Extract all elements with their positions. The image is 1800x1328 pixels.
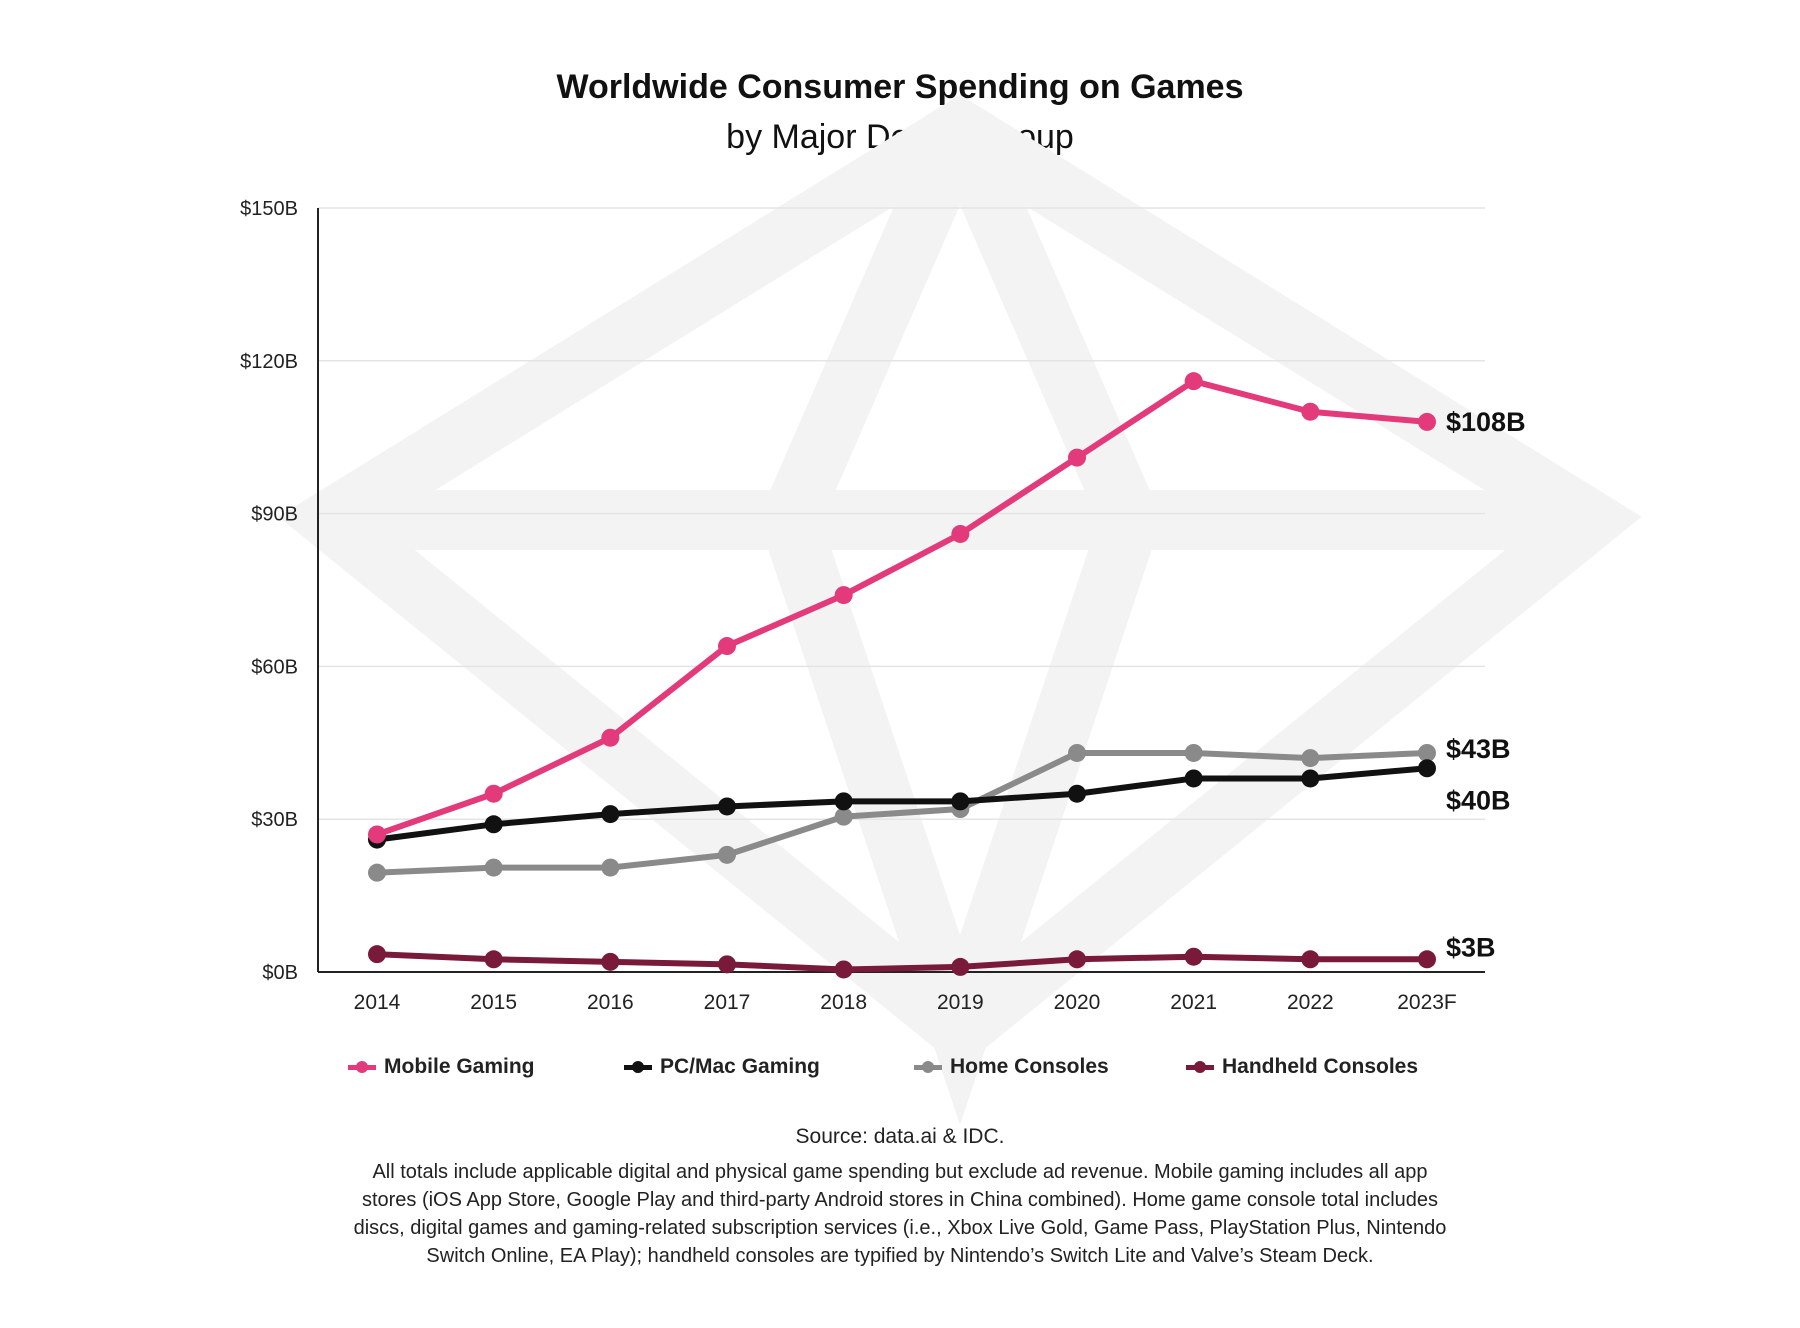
- data-point-mobile: [718, 637, 736, 656]
- y-tick-label: $0B: [262, 962, 298, 984]
- y-axis-ticks: $0B $30B $60B $90B $120B $150B: [240, 198, 298, 984]
- x-tick-label: 2018: [820, 991, 867, 1014]
- gridlines: [318, 207, 1485, 820]
- data-point-handheld: [484, 950, 503, 969]
- x-tick-label: 2022: [1287, 991, 1334, 1014]
- data-point-handheld: [601, 952, 620, 971]
- legend-item-home: Home Consoles: [914, 1055, 1109, 1079]
- data-point-home: [1418, 743, 1436, 762]
- x-tick-label: 2023F: [1397, 991, 1457, 1014]
- series-line-handheld: [374, 951, 1430, 973]
- legend-label: Home Consoles: [950, 1055, 1109, 1078]
- end-label-home: $43B: [1446, 734, 1511, 764]
- data-point-mobile: [1068, 448, 1086, 467]
- data-point-pc: [1068, 784, 1086, 803]
- legend-label: Handheld Consoles: [1222, 1055, 1419, 1078]
- data-point-mobile: [834, 586, 853, 605]
- data-point-handheld: [951, 957, 970, 976]
- data-point-pc: [718, 797, 736, 816]
- end-label-pc: $40B: [1446, 785, 1511, 815]
- data-point-pc: [951, 792, 970, 811]
- data-point-pc: [484, 815, 503, 834]
- data-point-handheld: [718, 955, 736, 974]
- data-point-home: [601, 858, 620, 877]
- source-text: Source: data.ai & IDC.: [795, 1125, 1005, 1148]
- chart-title: Worldwide Consumer Spending on Games: [556, 68, 1244, 106]
- footnote-text: All totals include applicable digital an…: [353, 1161, 1447, 1267]
- end-labels: $108B $40B $43B $3B: [1446, 407, 1526, 962]
- legend-label: Mobile Gaming: [384, 1055, 535, 1078]
- data-point-handheld: [1068, 950, 1086, 969]
- end-label-handheld: $3B: [1446, 932, 1496, 962]
- x-axis-ticks: 2014 2015 2016 2017 2018 2019 2020 2021 2022 2023…: [354, 991, 1457, 1014]
- legend: Mobile Gaming PC/Mac Gaming Home Consoles H…: [0, 1055, 1800, 1085]
- data-point-mobile: [1184, 372, 1203, 391]
- y-tick-label: $120B: [240, 351, 298, 373]
- data-point-mobile: [368, 825, 386, 844]
- x-tick-label: 2019: [937, 991, 984, 1014]
- series-line-pc: [374, 765, 1430, 843]
- data-point-handheld: [1184, 947, 1203, 966]
- series-line-home: [374, 749, 1430, 876]
- axes: [317, 208, 1485, 973]
- x-tick-label: 2020: [1054, 991, 1101, 1014]
- data-point-home: [1184, 743, 1203, 762]
- x-tick-label: 2015: [470, 991, 517, 1014]
- data-point-home: [718, 845, 736, 864]
- x-tick-label: 2017: [704, 991, 751, 1014]
- series-line-mobile: [374, 378, 1430, 838]
- data-point-home: [1301, 749, 1320, 768]
- x-tick-label: 2016: [587, 991, 634, 1014]
- data-point-handheld: [1301, 950, 1320, 969]
- data-point-mobile: [951, 524, 970, 543]
- legend-swatch-handheld: [1186, 1060, 1214, 1073]
- data-point-home: [484, 858, 503, 877]
- legend-item-pc: PC/Mac Gaming: [624, 1055, 820, 1079]
- legend-swatch-mobile: [348, 1060, 376, 1073]
- data-point-pc: [1184, 769, 1203, 788]
- x-tick-label: 2021: [1170, 991, 1217, 1014]
- data-point-pc: [1301, 769, 1320, 788]
- data-point-mobile: [1418, 412, 1436, 431]
- data-point-mobile: [1301, 402, 1320, 421]
- data-point-handheld: [368, 945, 386, 964]
- end-label-mobile: $108B: [1446, 407, 1526, 437]
- legend-item-handheld: Handheld Consoles: [1186, 1055, 1418, 1079]
- legend-item-mobile: Mobile Gaming: [348, 1055, 535, 1079]
- data-point-pc: [834, 792, 853, 811]
- legend-swatch-home: [914, 1060, 942, 1073]
- legend-swatch-pc: [624, 1060, 652, 1073]
- y-tick-label: $30B: [251, 809, 298, 831]
- data-point-pc: [601, 805, 620, 824]
- data-point-mobile: [601, 728, 620, 747]
- data-point-handheld: [1418, 950, 1436, 969]
- x-tick-label: 2014: [354, 991, 401, 1014]
- data-point-pc: [1418, 759, 1436, 778]
- data-point-handheld: [834, 960, 853, 979]
- y-tick-label: $90B: [251, 504, 298, 526]
- y-tick-label: $150B: [240, 198, 298, 220]
- data-point-home: [834, 807, 853, 826]
- data-point-home: [1068, 743, 1086, 762]
- legend-label: PC/Mac Gaming: [660, 1055, 820, 1078]
- series-group: [368, 372, 1436, 979]
- data-point-mobile: [484, 784, 503, 803]
- y-tick-label: $60B: [251, 656, 298, 678]
- data-point-home: [368, 863, 386, 882]
- watermark: [278, 94, 1642, 1125]
